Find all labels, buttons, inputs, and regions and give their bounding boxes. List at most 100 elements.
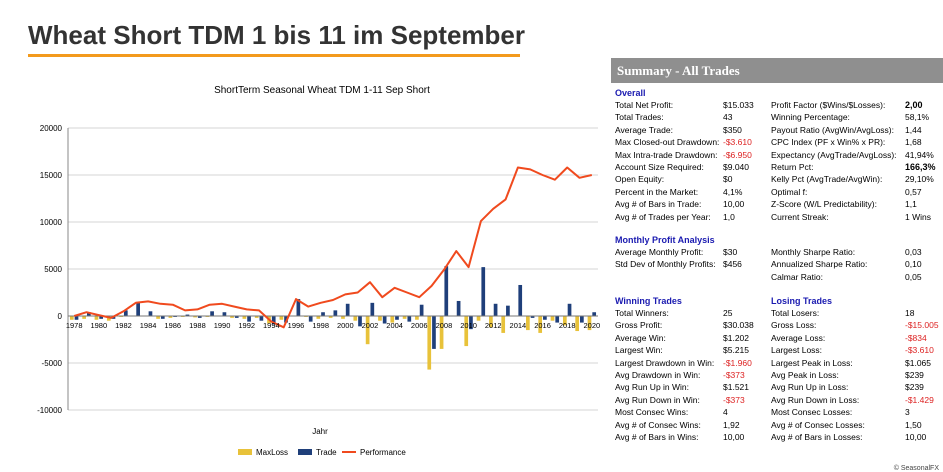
trade-bar (530, 316, 535, 318)
x-tick-label: 1988 (189, 321, 206, 330)
maxloss-bar (501, 316, 506, 333)
trade-bar (469, 316, 473, 330)
metric-label: Expectancy (AvgTrade/AvgLoss): (771, 149, 897, 160)
maxloss-bar (415, 316, 419, 320)
maxloss-bar (464, 316, 469, 347)
trade-bar (296, 299, 301, 316)
trade-bar (407, 316, 412, 322)
maxloss-bar (69, 316, 74, 320)
metric-value: $9.040 (723, 162, 749, 172)
metric-label: Max Intra-trade Drawdown: (615, 149, 718, 160)
section-title-overall: Overall (615, 88, 646, 98)
trade-bar (210, 311, 214, 316)
maxloss-bar (82, 316, 86, 319)
metric-value: $239 (905, 370, 924, 380)
x-tick-label: 2004 (386, 321, 403, 330)
metric-value: 29,10% (905, 174, 934, 185)
trade-bar (555, 316, 560, 323)
metric-label: Kelly Pct (AvgTrade/AvgWin): (771, 174, 883, 185)
metric-label: Account Size Required: (615, 162, 704, 172)
metric-label: Total Trades: (615, 112, 664, 123)
metric-value: 43 (723, 112, 733, 123)
metric-label: Winning Percentage: (771, 112, 850, 123)
y-axis-ticks: -10000 -5000 0 5000 10000 15000 20000 (37, 124, 62, 415)
copyright-text: © SeasonalFX (893, 465, 939, 472)
x-tick-label: 2018 (559, 321, 576, 330)
maxloss-bar (168, 316, 173, 318)
maxloss-bar (489, 316, 493, 328)
metric-label: Most Consec Wins: (615, 407, 689, 418)
metric-value: $1.065 (905, 357, 931, 368)
x-axis-label: Jahr (312, 427, 328, 436)
metric-value: -$373 (723, 394, 745, 405)
metric-value: 3 (905, 407, 910, 418)
metric-value: 1,0 (723, 211, 735, 222)
maxloss-bar (193, 316, 197, 318)
x-tick-label: 2012 (485, 321, 502, 330)
metric-label: Gross Loss: (771, 320, 817, 331)
trade-bar (592, 312, 597, 316)
trade-bar (234, 316, 239, 318)
trade-bar (308, 316, 313, 322)
maxloss-bar (538, 316, 543, 333)
maxloss-bar (316, 316, 321, 319)
maxloss-bar (353, 316, 358, 321)
metric-label: Annualized Sharpe Ratio: (771, 259, 868, 270)
y-tick-label: 20000 (40, 124, 63, 133)
x-tick-label: 1992 (238, 321, 255, 330)
maxloss-bar (242, 316, 247, 319)
trade-bar (271, 316, 276, 325)
metric-value: 10,00 (905, 432, 927, 442)
chart-bars (69, 266, 597, 370)
metric-value: 10,00 (723, 199, 745, 210)
metric-label: Return Pct: (771, 162, 814, 172)
trade-bar (333, 310, 338, 316)
trade-bar (419, 304, 424, 316)
metric-value: $1.202 (723, 332, 749, 343)
x-tick-label: 2008 (436, 321, 453, 330)
summary-panel: Summary - All Trades Overall Total Net Pr… (611, 58, 943, 472)
metric-label: Total Losers: (771, 308, 820, 318)
page-title: Wheat Short TDM 1 bis 11 im September (28, 20, 525, 50)
metric-value: $5.215 (723, 345, 749, 356)
y-tick-label: 5000 (44, 265, 62, 274)
trade-bar (506, 305, 510, 316)
legend-swatch (238, 449, 252, 455)
metric-value: 0,05 (905, 271, 922, 282)
metric-value: -$6.950 (723, 149, 752, 160)
metric-value: 1,50 (905, 419, 922, 430)
x-tick-label: 1978 (66, 321, 83, 330)
metric-label: Total Winners: (615, 308, 669, 318)
maxloss-bar (254, 316, 259, 318)
metric-value: 41,94% (905, 149, 934, 160)
y-tick-label: 0 (58, 312, 63, 321)
x-tick-label: 2006 (411, 321, 428, 330)
section-title-losing: Losing Trades (771, 296, 833, 306)
trade-bar (543, 316, 547, 320)
metric-value: 1,44 (905, 124, 922, 135)
maxloss-bar (439, 316, 444, 349)
maxloss-bar (365, 316, 370, 345)
metric-value: -$3.610 (723, 137, 752, 148)
metric-label: Optimal f: (771, 186, 808, 197)
maxloss-bar (390, 316, 395, 323)
chart-title: ShortTerm Seasonal Wheat TDM 1-11 Sep Sh… (214, 85, 430, 96)
metric-value: 1,92 (723, 419, 740, 430)
metric-value: -$1.429 (905, 394, 934, 405)
trade-bar (432, 316, 436, 349)
metric-label: Calmar Ratio: (771, 271, 823, 282)
metric-label: Avg # of Bars in Wins: (615, 432, 699, 442)
metric-value: -$1.960 (723, 357, 752, 368)
metric-value: $239 (905, 382, 924, 393)
metric-value: $30 (723, 247, 738, 257)
maxloss-bar (587, 316, 592, 331)
metric-label: Average Monthly Profit: (615, 247, 704, 257)
y-tick-label: 10000 (40, 218, 63, 227)
metric-label: Average Trade: (615, 124, 673, 135)
metric-value: $456 (723, 259, 742, 270)
metric-label: Avg Run Down in Loss: (771, 394, 860, 405)
metric-value: 4 (723, 407, 728, 418)
trade-bar (567, 303, 572, 316)
maxloss-bar (156, 316, 160, 319)
metric-label: Std Dev of Monthly Profits: (615, 259, 716, 270)
